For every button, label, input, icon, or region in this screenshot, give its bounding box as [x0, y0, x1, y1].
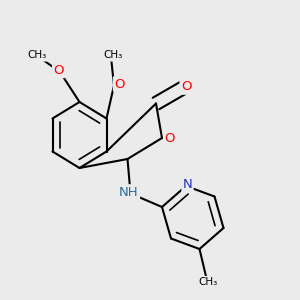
Text: CH₃: CH₃ — [28, 50, 47, 61]
Text: CH₃: CH₃ — [199, 277, 218, 287]
Text: CH₃: CH₃ — [103, 50, 122, 61]
Text: O: O — [53, 64, 64, 77]
Text: O: O — [181, 80, 191, 94]
Text: N: N — [183, 178, 192, 191]
Text: O: O — [114, 77, 125, 91]
Text: O: O — [164, 131, 175, 145]
Text: NH: NH — [119, 185, 139, 199]
